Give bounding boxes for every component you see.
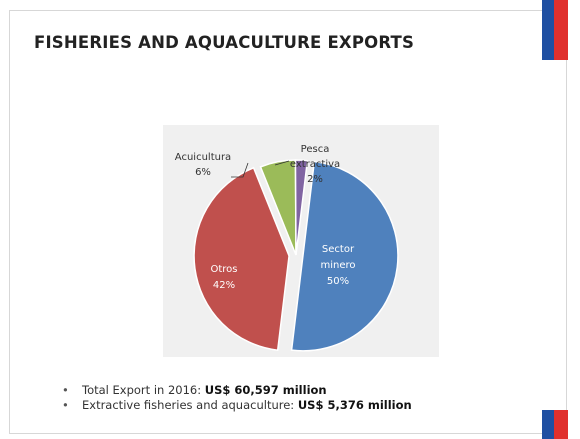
pie-chart-area: Acuicultura 6% Pesca extractiva 2% Secto…	[163, 125, 439, 357]
label-otros-pct: 42%	[213, 280, 235, 291]
flag-blue-band	[542, 0, 554, 60]
flag-red-band	[554, 410, 568, 439]
chile-flag-stripe-top	[542, 0, 568, 60]
label-pesca-pct: 2%	[307, 174, 323, 185]
leader-line-acuicultura	[231, 162, 249, 178]
label-pesca-name-1: Pesca	[301, 144, 330, 155]
label-sector-name-1: Sector	[322, 244, 355, 255]
leader-line-pesca	[274, 160, 290, 166]
flag-blue-band	[542, 410, 554, 439]
label-sector-pct: 50%	[327, 276, 349, 287]
bullet-value: US$ 5,376 million	[297, 398, 412, 412]
bullet-text: Extractive fisheries and aquaculture:	[82, 398, 298, 412]
pie-chart: Acuicultura 6% Pesca extractiva 2% Secto…	[175, 144, 399, 352]
bullet-value: US$ 60,597 million	[204, 383, 327, 397]
chile-flag-stripe-bottom	[542, 410, 568, 439]
label-acuicultura-pct: 6%	[195, 167, 211, 178]
summary-bullets: Total Export in 2016: US$ 60,597 million…	[62, 383, 412, 413]
flag-red-band	[554, 0, 568, 60]
pie-slice-sector-minero	[290, 160, 399, 352]
pie-slices	[193, 159, 399, 352]
slide-title: FISHERIES AND AQUACULTURE EXPORTS	[34, 33, 415, 52]
label-pesca-name-2: extractiva	[290, 159, 340, 170]
label-sector-name-2: minero	[320, 260, 355, 271]
slide: FISHERIES AND AQUACULTURE EXPORTS	[9, 10, 567, 434]
label-acuicultura-name: Acuicultura	[175, 152, 231, 163]
bullet-total-export: Total Export in 2016: US$ 60,597 million	[62, 383, 412, 398]
bullet-fisheries-aquaculture: Extractive fisheries and aquaculture: US…	[62, 398, 412, 413]
pie-slice-pesca-extractiva	[294, 159, 309, 256]
bullet-text: Total Export in 2016:	[82, 383, 205, 397]
pie-slice-otros	[193, 166, 290, 352]
label-otros-name: Otros	[210, 264, 237, 275]
